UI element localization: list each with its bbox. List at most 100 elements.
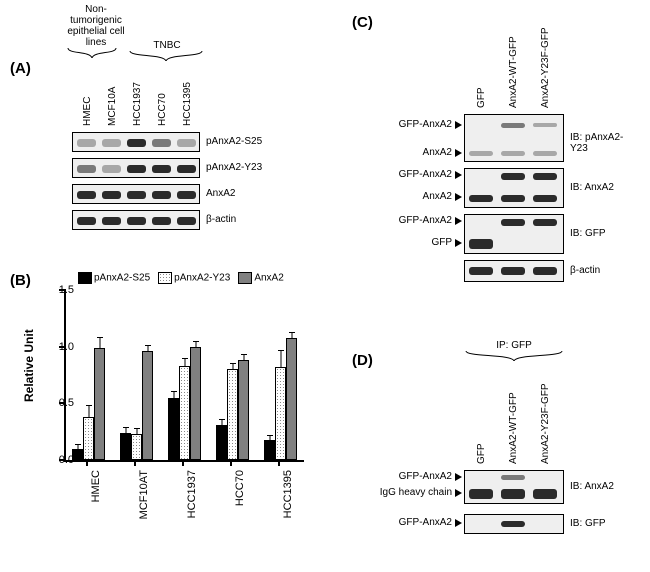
band bbox=[102, 217, 121, 225]
error-cap bbox=[278, 350, 284, 351]
lane-label: GFP bbox=[476, 87, 487, 108]
arrow-icon bbox=[455, 519, 462, 527]
error-bar bbox=[280, 351, 281, 367]
arrow-icon bbox=[455, 171, 462, 179]
band bbox=[77, 165, 96, 173]
lane-label: AnxA2-Y23F-GFP bbox=[540, 27, 551, 108]
x-tick bbox=[86, 460, 88, 466]
bar bbox=[94, 348, 105, 460]
arrow-label: GFP-AnxA2 bbox=[370, 517, 452, 528]
blot-box bbox=[464, 514, 564, 534]
arrow-label: GFP-AnxA2 bbox=[370, 119, 452, 130]
bar bbox=[238, 360, 249, 460]
panel-c-label: (C) bbox=[352, 14, 373, 31]
error-bar bbox=[147, 346, 148, 352]
x-tick bbox=[182, 460, 184, 466]
bar bbox=[120, 433, 131, 460]
bar bbox=[275, 367, 286, 460]
blot-row-label: IB: pAnxA2-Y23 bbox=[570, 132, 640, 154]
figure-root: (A) Non- tumorigenic epithelial cell lin… bbox=[0, 0, 650, 572]
error-bar bbox=[77, 445, 78, 448]
group-label-tnbc-text: TNBC bbox=[128, 40, 206, 51]
band bbox=[501, 267, 525, 275]
band bbox=[177, 139, 196, 147]
arrow-icon bbox=[455, 473, 462, 481]
band bbox=[469, 489, 493, 499]
error-cap bbox=[289, 332, 295, 333]
blot-box bbox=[464, 114, 564, 162]
band bbox=[501, 475, 525, 480]
band bbox=[501, 123, 525, 128]
error-bar bbox=[99, 338, 100, 348]
band bbox=[469, 239, 493, 249]
band bbox=[77, 217, 96, 225]
band bbox=[501, 173, 525, 180]
y-tick bbox=[59, 289, 66, 291]
band bbox=[102, 191, 121, 199]
band bbox=[102, 139, 121, 147]
blot-box bbox=[72, 132, 200, 152]
x-tick bbox=[278, 460, 280, 466]
arrow-label: GFP bbox=[370, 237, 452, 248]
band bbox=[469, 195, 493, 202]
error-cap bbox=[123, 427, 129, 428]
band bbox=[77, 139, 96, 147]
error-bar bbox=[184, 359, 185, 366]
band bbox=[77, 191, 96, 199]
x-tick-label: HCC1395 bbox=[282, 470, 294, 518]
x-tick-label: MCF10AT bbox=[138, 470, 150, 519]
legend-item: pAnxA2-Y23 bbox=[158, 272, 230, 284]
blot-box bbox=[464, 260, 564, 282]
error-bar bbox=[232, 364, 233, 370]
bar bbox=[168, 398, 179, 460]
bar bbox=[227, 369, 238, 460]
bar bbox=[216, 425, 227, 460]
y-tick bbox=[59, 402, 66, 404]
bar bbox=[286, 338, 297, 460]
error-bar bbox=[173, 392, 174, 398]
legend-swatch bbox=[238, 272, 252, 284]
band bbox=[127, 217, 146, 225]
lane-label: HCC70 bbox=[157, 93, 168, 126]
bar bbox=[72, 449, 83, 460]
band bbox=[501, 195, 525, 202]
band bbox=[152, 217, 171, 225]
blot-box bbox=[464, 214, 564, 254]
bar bbox=[83, 417, 94, 460]
arrow-label: AnxA2 bbox=[370, 191, 452, 202]
blot-box bbox=[464, 470, 564, 504]
band bbox=[469, 151, 493, 156]
error-bar bbox=[136, 429, 137, 434]
chart-legend: pAnxA2-S25pAnxA2-Y23AnxA2 bbox=[78, 272, 284, 284]
band bbox=[501, 489, 525, 499]
band bbox=[127, 165, 146, 173]
brace-icon bbox=[128, 51, 204, 61]
lane-label: HCC1937 bbox=[132, 82, 143, 126]
band bbox=[501, 521, 525, 527]
blot-row-label: AnxA2 bbox=[206, 188, 235, 199]
arrow-icon bbox=[455, 239, 462, 247]
error-cap bbox=[219, 419, 225, 420]
ip-label-group: IP: GFP bbox=[464, 340, 564, 361]
error-bar bbox=[125, 428, 126, 433]
error-bar bbox=[291, 333, 292, 338]
arrow-label: IgG heavy chain bbox=[370, 487, 452, 498]
lane-label: MCF10A bbox=[107, 87, 118, 126]
arrow-icon bbox=[455, 121, 462, 129]
error-bar bbox=[269, 436, 270, 439]
ip-label-text: IP: GFP bbox=[464, 340, 564, 351]
band bbox=[533, 219, 557, 226]
group-label-tnbc: TNBC bbox=[128, 40, 206, 61]
blot-row-label: β-actin bbox=[570, 265, 600, 276]
error-bar bbox=[243, 355, 244, 361]
bar bbox=[179, 366, 190, 460]
error-cap bbox=[182, 358, 188, 359]
group-label-nontum: Non- tumorigenic epithelial cell lines bbox=[66, 4, 126, 58]
panel-b: pAnxA2-S25pAnxA2-Y23AnxA2 Relative Unit … bbox=[18, 272, 318, 562]
lane-label: GFP bbox=[476, 443, 487, 464]
band bbox=[501, 219, 525, 226]
y-tick bbox=[59, 346, 66, 348]
x-tick-label: HCC70 bbox=[234, 470, 246, 506]
bar-chart bbox=[64, 290, 304, 462]
arrow-label: GFP-AnxA2 bbox=[370, 169, 452, 180]
